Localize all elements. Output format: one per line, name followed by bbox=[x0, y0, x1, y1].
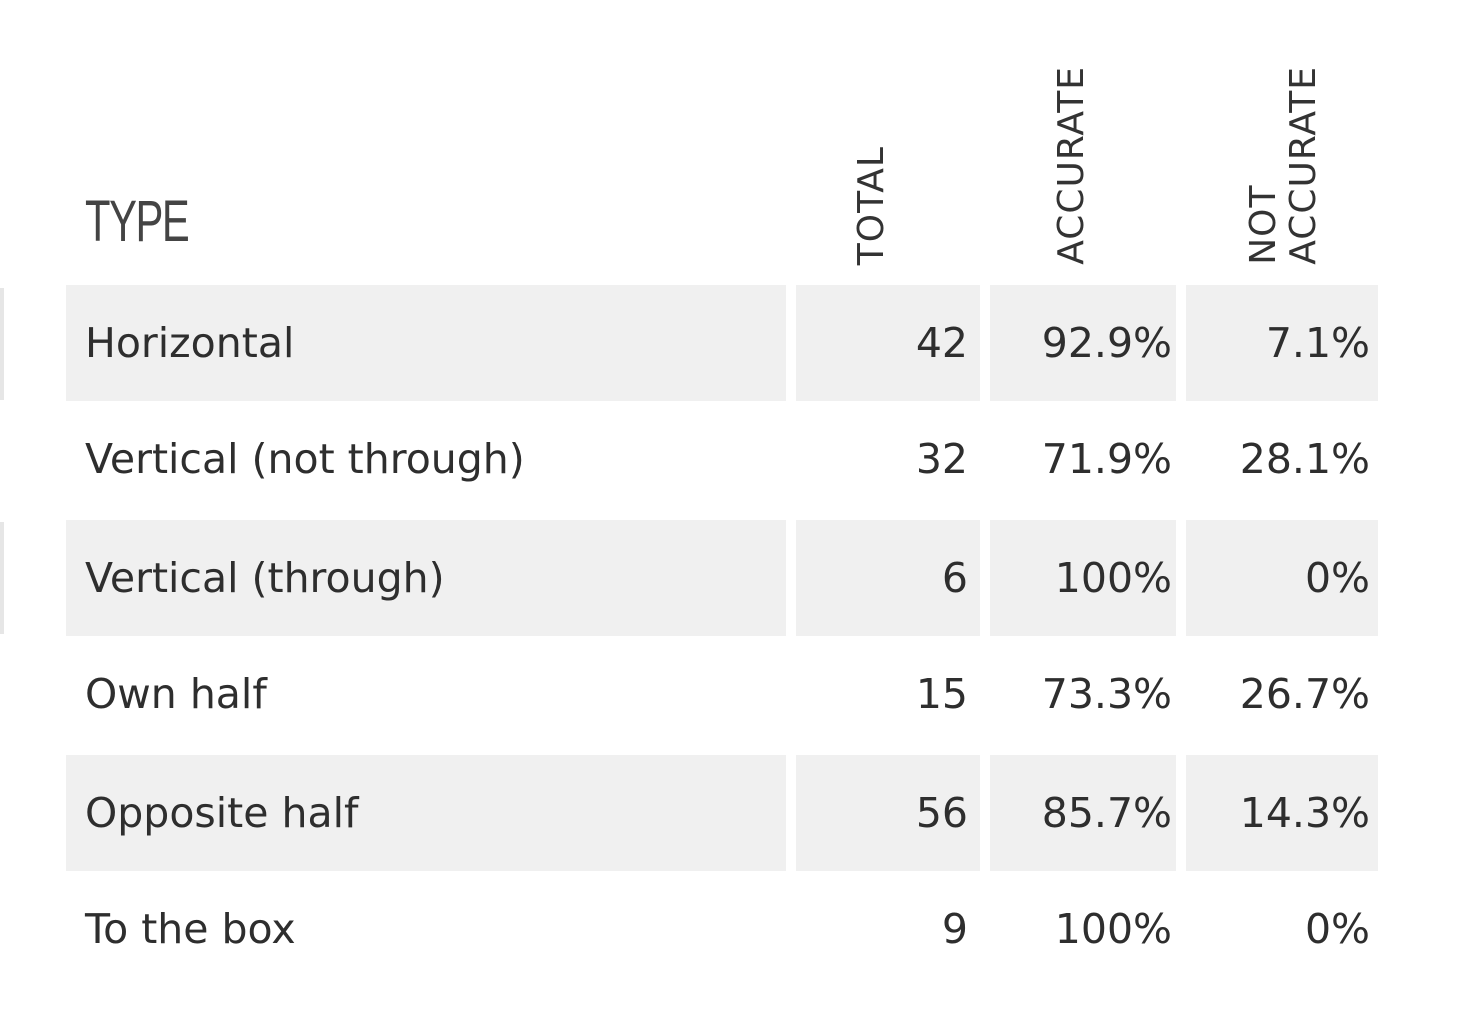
cell-total: 32 bbox=[915, 435, 968, 483]
column-header-accurate: ACCURATE bbox=[1051, 66, 1092, 265]
table-row: Vertical (through) 6 100% 0% bbox=[66, 520, 1378, 636]
cell-total: 6 bbox=[796, 520, 980, 636]
cell-accurate: 71.9% bbox=[1041, 435, 1172, 483]
column-header-total: TOTAL bbox=[851, 145, 892, 265]
cell-accurate: 100% bbox=[990, 520, 1176, 636]
table-header: TYPE TOTAL ACCURATE NOT ACCURATE bbox=[0, 0, 1460, 285]
cell-type: Vertical (through) bbox=[66, 520, 786, 636]
cell-accurate: 85.7% bbox=[990, 755, 1176, 871]
table-row: Vertical (not through) 32 71.9% 28.1% bbox=[66, 401, 1378, 517]
cell-not-accurate: 7.1% bbox=[1186, 285, 1378, 401]
cell-type: Opposite half bbox=[66, 755, 786, 871]
cell-not-accurate: 28.1% bbox=[1239, 435, 1370, 483]
cell-accurate: 100% bbox=[1054, 905, 1172, 953]
cell-accurate: 73.3% bbox=[1041, 670, 1172, 718]
table-row: Horizontal 42 92.9% 7.1% bbox=[66, 285, 1378, 401]
column-header-type: TYPE bbox=[85, 189, 190, 254]
table-row: Opposite half 56 85.7% 14.3% bbox=[66, 755, 1378, 871]
cell-type: To the box bbox=[85, 905, 296, 953]
cell-total: 42 bbox=[796, 285, 980, 401]
left-edge-marker bbox=[0, 288, 4, 400]
table-row: Own half 15 73.3% 26.7% bbox=[66, 636, 1378, 752]
cell-type: Horizontal bbox=[66, 285, 786, 401]
cell-not-accurate: 26.7% bbox=[1239, 670, 1370, 718]
cell-total: 9 bbox=[941, 905, 968, 953]
cell-total: 15 bbox=[915, 670, 968, 718]
cell-type: Own half bbox=[85, 670, 267, 718]
table-row: To the box 9 100% 0% bbox=[66, 871, 1378, 987]
cell-accurate: 92.9% bbox=[990, 285, 1176, 401]
cell-not-accurate: 14.3% bbox=[1186, 755, 1378, 871]
cell-not-accurate: 0% bbox=[1186, 520, 1378, 636]
column-header-not-accurate: NOT ACCURATE bbox=[1243, 66, 1324, 265]
left-edge-marker bbox=[0, 522, 4, 634]
cell-type: Vertical (not through) bbox=[85, 435, 525, 483]
cell-not-accurate: 0% bbox=[1304, 905, 1370, 953]
cell-total: 56 bbox=[796, 755, 980, 871]
